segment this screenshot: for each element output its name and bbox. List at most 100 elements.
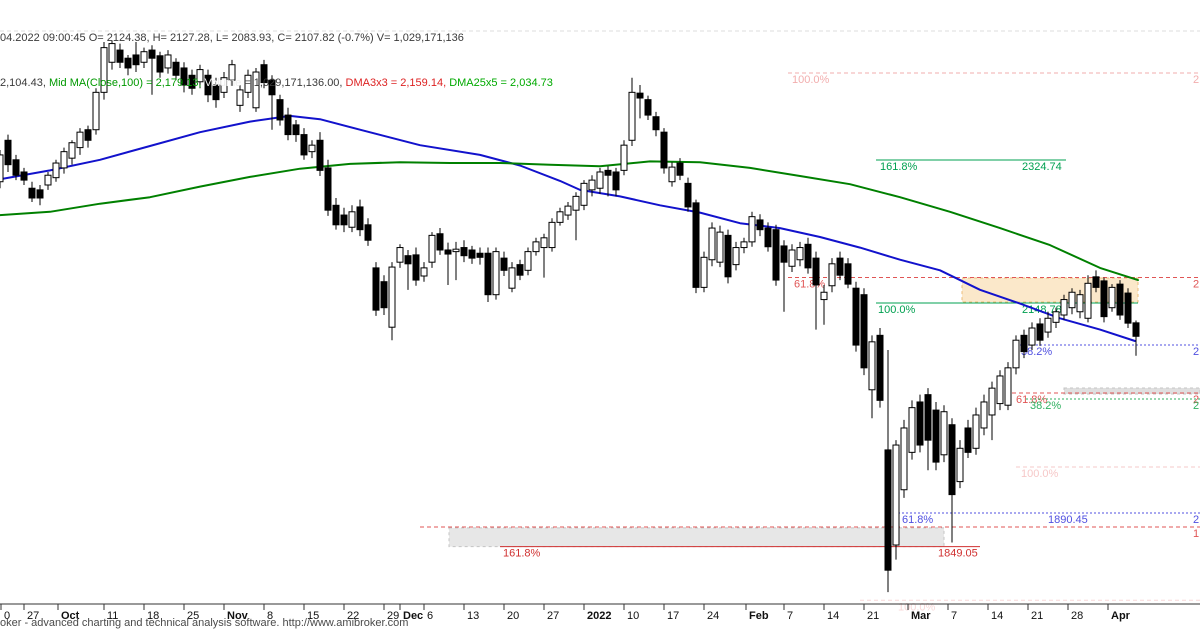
candle-up [596,171,604,189]
candle-up [572,195,580,211]
candle-down [652,116,660,131]
dma25x5-readout: DMA25x5 = 2,034.73 [449,77,553,89]
indicator-readout: 04.2022 09:00:45 O= 2124.38, H= 2127.28,… [0,1,553,121]
candle-up [52,162,60,179]
quote-text: 04.2022 09:00:45 O= 2124.38, H= 2127.28,… [0,32,464,44]
candle-up [940,411,948,456]
candle-down [1092,276,1100,288]
candle-down [644,99,652,116]
candle-up [988,387,996,416]
candle-up [1076,294,1084,313]
candle-down [764,227,772,248]
candle-up [68,142,76,159]
candle-up [532,241,540,253]
x-axis-tick-label: 6 [427,610,433,622]
candle-down [260,64,268,84]
x-axis-tick-label: 18 [147,610,159,622]
x-axis-tick-label: 8 [267,610,273,622]
x-axis-tick-label: 15 [307,610,319,622]
candle-up [92,91,100,131]
candle-up [716,231,724,263]
candle-up [980,401,988,429]
candle-up [492,251,500,296]
candle-up [220,77,228,93]
candle-down [724,234,732,278]
candle-up [668,166,676,183]
candle-down [612,171,620,191]
fib-level-price-cut: 2 [1193,394,1199,406]
candle-down [1116,283,1124,316]
candle-up [796,247,804,261]
candle-down [852,287,860,346]
candle-down [1036,323,1044,341]
candle-down [132,54,140,66]
candle-up [1084,282,1092,319]
ma100-readout: Mid MA(Close,100) = 2,179.13, [48,77,205,89]
candle-down [436,233,444,251]
fib-level-label: 1890.45 [1048,514,1088,526]
candle-up [252,71,260,109]
x-axis-tick-label: 17 [667,610,679,622]
candle-up [196,69,204,83]
candle-up [140,51,148,63]
fib-level-price-cut: 1 [1193,528,1199,540]
x-axis-tick-label: 27 [27,610,39,622]
x-axis-tick-label: 2022 [587,610,611,622]
candle-down [500,257,508,271]
candle-up [388,266,396,328]
candle-down [636,92,644,99]
fib-level-label: 100.0% [1021,468,1059,480]
candle-down [324,167,332,211]
candle-down [948,424,956,496]
candle-down [836,257,844,276]
candle-down [804,243,812,269]
candle-up [100,47,108,93]
candle-up [892,444,900,546]
fib-level-label: 38.2% [1030,400,1061,412]
candle-up [108,43,116,63]
candle-up [580,182,588,206]
ma-fast-value: 2,104.43, [0,77,49,89]
candle-up [996,375,1004,405]
x-axis-tick-label: 14 [991,610,1003,622]
candle-up [76,131,84,149]
candle-down [684,182,692,208]
candle-down [1020,334,1028,353]
candle-down [484,252,492,296]
candle-up [236,89,244,106]
x-axis-tick-label: Oct [61,610,80,622]
candle-up [452,248,460,253]
x-axis-tick-label: Apr [1111,610,1131,622]
candle-up [0,154,4,183]
candle-up [164,54,172,69]
candle-down [932,409,940,463]
x-axis-tick-label: Mar [911,610,931,622]
x-axis-tick-label: 29 [387,610,399,622]
x-axis-tick-label: Feb [749,610,769,622]
candle-down [4,139,12,166]
candle-up [700,256,708,288]
candle-up [524,251,532,271]
ma-blue-line [0,114,1136,342]
candle-up [740,241,748,249]
x-axis-tick-label: 14 [827,610,839,622]
candle-down [916,401,924,446]
fib-level-price-cut: 2 [1193,514,1199,526]
candle-up [396,247,404,263]
candle-up [1068,291,1076,309]
candle-up [748,216,756,243]
candle-down [812,257,820,286]
x-axis-tick-label: 21 [1031,610,1043,622]
x-axis-tick-label: 21 [867,610,879,622]
fib-level-label: 1849.05 [938,548,978,560]
candle-up [540,237,548,249]
candle-down [356,206,364,231]
amibroker-footer: oker - advanced charting and technical a… [0,617,408,629]
candle-down [780,245,788,263]
candle-up [1060,299,1068,316]
candle-up [1044,317,1052,333]
candle-down [476,252,484,258]
candle-down [876,334,884,401]
candle-down [180,67,188,86]
